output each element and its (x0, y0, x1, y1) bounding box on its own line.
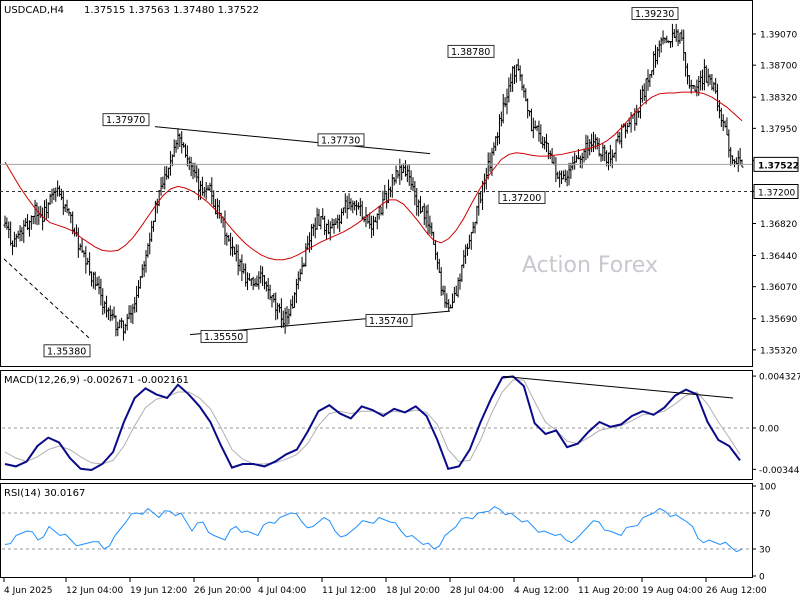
macd-trendline (502, 375, 734, 399)
macd-tick-label: 0.00 (759, 425, 779, 435)
support-price-tag (753, 184, 799, 200)
price-annotation-box (498, 191, 546, 205)
rsi-tick-label: 70 (759, 510, 771, 520)
x-tick-label: 4 Jun 2025 (4, 586, 52, 596)
price-tick-label: 1.35320 (760, 346, 797, 356)
rsi-layer (2, 506, 752, 553)
price-tick-label: 1.36070 (760, 283, 797, 293)
support-price-label: 1.37200 (758, 189, 795, 199)
price-layer: 1.35380 1.37970 1.35550 1.37730 1.35740 1.387… (0, 7, 752, 358)
x-tick-label: 11 Jul 12:00 (322, 586, 376, 596)
price-panel[interactable] (0, 0, 753, 367)
price-annotation-box (447, 44, 495, 58)
macd-tick-label: 0.004327 (759, 373, 800, 383)
price-tick-label: 1.36440 (760, 252, 797, 262)
x-tick-label: 4 Jul 04:00 (258, 586, 307, 596)
moving-average-line (4, 91, 743, 261)
axis-layer: 1.390701.387001.383201.379501.375701.372… (3, 31, 800, 596)
rsi-tick-label: 0 (759, 573, 765, 583)
x-tick-label: 19 Aug 04:00 (642, 586, 703, 596)
price-annotation-box (102, 113, 150, 127)
current-price-label: 1.37522 (758, 161, 799, 171)
rsi-panel[interactable] (0, 483, 753, 578)
rsi-tick-label: 30 (759, 546, 771, 556)
current-price-tag (753, 156, 799, 172)
x-tick-label: 11 Aug 20:00 (578, 586, 639, 596)
x-tick-label: 18 Jul 20:00 (386, 586, 440, 596)
ohlc-label: 1.37515 1.37563 1.37480 1.37522 (84, 5, 259, 16)
price-annotation-box (317, 133, 365, 147)
price-tick-label: 1.39070 (760, 31, 797, 41)
price-annotation-label: 1.38780 (451, 47, 490, 58)
price-annotation-label: 1.35380 (47, 346, 86, 357)
price-annotation-box (43, 344, 91, 358)
price-annotation-label: 1.37970 (106, 115, 145, 126)
price-tick-label: 1.37950 (760, 125, 797, 135)
price-annotation-box (200, 329, 248, 343)
price-annotation-label: 1.35740 (369, 316, 408, 327)
watermark: Action Forex (522, 253, 658, 278)
dashed-trendline (3, 258, 91, 340)
price-tick-label: 1.38700 (760, 62, 797, 72)
price-tick-label: 1.38320 (760, 94, 797, 104)
x-tick-label: 26 Aug 12:00 (706, 586, 767, 596)
rsi-title: RSI(14) 30.0167 (4, 488, 85, 499)
price-annotation-box (365, 313, 413, 327)
price-annotation-label: 1.37730 (321, 135, 360, 146)
x-tick-label: 26 Jun 20:00 (194, 586, 251, 596)
x-tick-label: 4 Aug 12:00 (514, 586, 569, 596)
macd-layer (2, 375, 752, 472)
price-tick-label: 1.35690 (760, 315, 797, 325)
x-tick-label: 12 Jun 04:00 (66, 586, 123, 596)
upper-trendline (154, 126, 431, 155)
macd-line (4, 375, 741, 472)
price-annotation-label: 1.39230 (635, 9, 674, 20)
price-annotation-label: 1.35550 (204, 332, 243, 343)
macd-panel[interactable] (0, 370, 753, 480)
macd-tick-label: -0.003444 (759, 466, 800, 476)
price-annotation-label: 1.37200 (502, 193, 541, 204)
macd-title: MACD(12,26,9) -0.002671 -0.002161 (4, 375, 189, 386)
macd-signal-line (4, 379, 741, 465)
rsi-tick-label: 100 (759, 483, 776, 493)
x-tick-label: 19 Jun 12:00 (130, 586, 187, 596)
price-tick-label: 1.36820 (760, 220, 797, 230)
rsi-line (4, 506, 743, 553)
symbol-label: USDCAD,H4 (4, 5, 64, 16)
price-annotation-box (631, 7, 679, 21)
x-tick-label: 28 Jul 04:00 (450, 586, 504, 596)
